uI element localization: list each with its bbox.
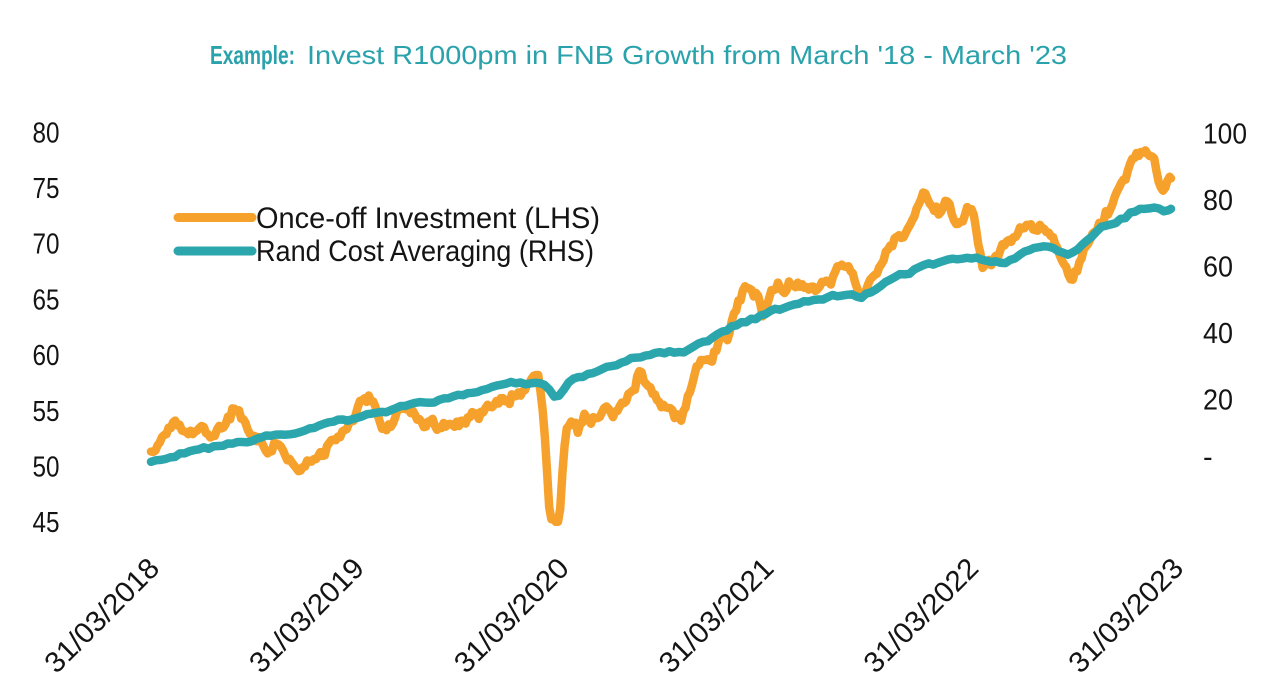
svg-text:Rand Cost Averaging (RHS): Rand Cost Averaging (RHS)	[256, 235, 594, 268]
svg-text:Once-off Investment (LHS): Once-off Investment (LHS)	[256, 202, 600, 235]
svg-text:65: 65	[33, 284, 60, 316]
svg-text:20: 20	[1203, 384, 1233, 416]
svg-text:45: 45	[33, 507, 60, 539]
svg-text:40: 40	[1203, 318, 1233, 350]
svg-text:55: 55	[33, 396, 60, 428]
svg-text:70: 70	[33, 229, 60, 261]
svg-text:60: 60	[33, 340, 60, 372]
svg-text:100: 100	[1203, 118, 1247, 150]
svg-text:-: -	[1203, 442, 1213, 474]
svg-text:Example:: Example:	[210, 40, 295, 70]
svg-text:50: 50	[33, 452, 60, 484]
svg-text:80: 80	[1203, 185, 1233, 217]
svg-text:60: 60	[1203, 251, 1233, 283]
svg-text:Invest R1000pm in FNB Growth f: Invest R1000pm in FNB Growth from March …	[307, 40, 1067, 70]
svg-text:75: 75	[33, 173, 60, 205]
svg-text:80: 80	[33, 117, 60, 149]
